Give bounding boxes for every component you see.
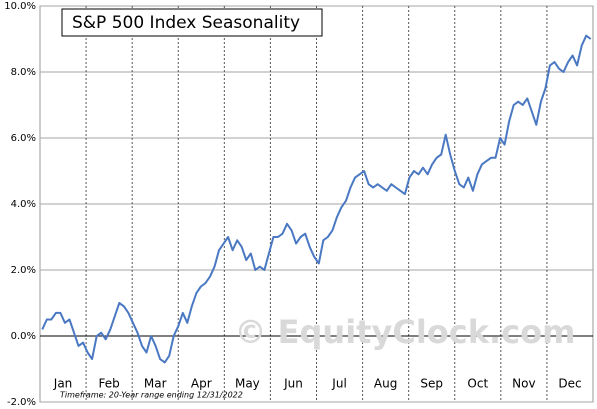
x-tick-label: Jul xyxy=(331,377,346,391)
y-tick-label: -2.0% xyxy=(7,397,36,408)
y-tick-label: 6.0% xyxy=(11,133,36,144)
y-tick-label: 0.0% xyxy=(11,331,36,342)
y-tick-label: 8.0% xyxy=(11,67,36,78)
x-tick-label: Aug xyxy=(374,377,397,391)
series-line xyxy=(41,34,592,364)
x-tick-label: Dec xyxy=(558,377,581,391)
x-tick-label: Nov xyxy=(512,377,535,391)
y-tick-label: 10.0% xyxy=(4,1,36,12)
y-tick-label: 2.0% xyxy=(11,265,36,276)
chart-title: S&P 500 Index Seasonality xyxy=(72,13,300,33)
watermark: © EquityClock.com xyxy=(235,313,576,351)
x-tick-label: Sep xyxy=(420,377,443,391)
y-tick-label: 4.0% xyxy=(11,199,36,210)
x-tick-label: Jan xyxy=(53,377,73,391)
x-tick-label: May xyxy=(235,377,260,391)
x-tick-label: Jun xyxy=(283,377,303,391)
x-tick-label: Apr xyxy=(191,377,212,391)
footnote: Timeframe: 20-Year range ending 12/31/20… xyxy=(60,391,243,400)
title-box xyxy=(61,8,323,37)
x-tick-label: Oct xyxy=(467,377,488,391)
x-tick-label: Mar xyxy=(144,377,167,391)
x-tick-label: Feb xyxy=(99,377,120,391)
